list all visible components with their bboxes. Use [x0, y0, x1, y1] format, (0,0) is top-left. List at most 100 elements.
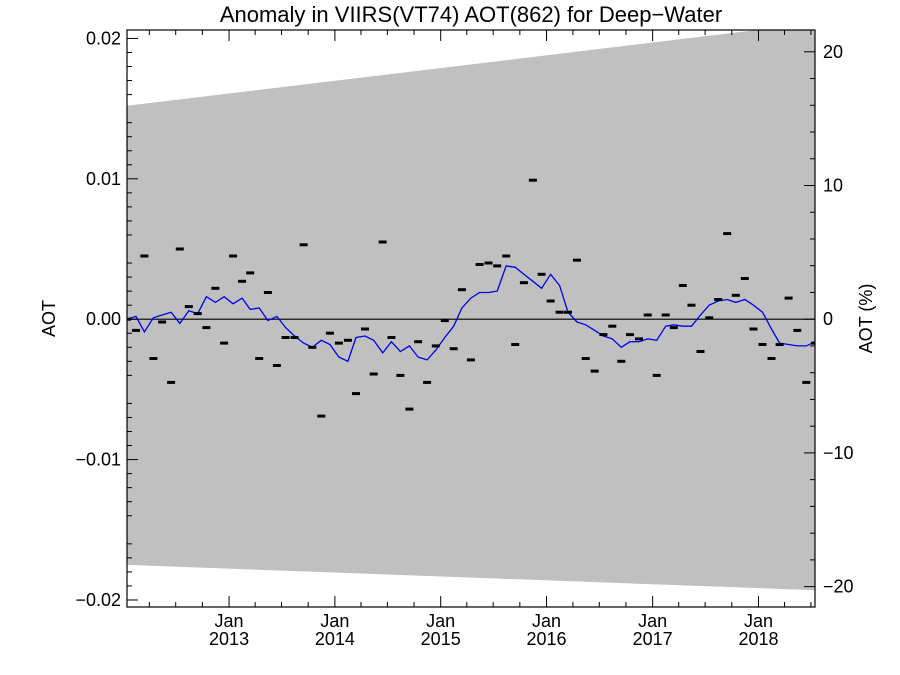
monthly-anomaly-marker	[229, 254, 238, 258]
x-tick-month-label: Jan	[215, 611, 244, 631]
y-right-tick-label: 10	[823, 175, 843, 195]
x-tick-year-label: 2015	[421, 629, 461, 649]
monthly-anomaly-marker	[272, 364, 281, 367]
monthly-anomaly-marker	[255, 357, 264, 360]
monthly-anomaly-marker	[784, 296, 793, 300]
monthly-anomaly-marker	[211, 286, 220, 290]
x-tick-year-label: 2017	[633, 629, 673, 649]
monthly-anomaly-marker	[440, 319, 449, 323]
monthly-anomaly-marker	[493, 264, 502, 268]
monthly-anomaly-marker	[343, 338, 352, 342]
x-tick-month-label: Jan	[320, 611, 349, 631]
monthly-anomaly-marker	[281, 336, 290, 339]
monthly-anomaly-marker	[193, 312, 202, 316]
monthly-anomaly-marker	[581, 357, 590, 360]
y-right-axis-title: AOT (%)	[856, 284, 876, 354]
y-tick-label: 0.02	[86, 28, 121, 48]
x-tick-year-label: 2013	[209, 629, 249, 649]
smoothed-line-layer	[127, 265, 815, 363]
monthly-anomaly-marker	[308, 345, 317, 349]
x-tick-month-label: Jan	[638, 611, 667, 631]
monthly-anomaly-marker	[149, 357, 158, 360]
monthly-anomaly-marker	[511, 343, 520, 346]
x-tick-year-label: 2016	[527, 629, 567, 649]
uncertainty-band	[127, 30, 815, 591]
monthly-anomaly-marker	[369, 372, 378, 376]
y-tick-label: 0.00	[86, 309, 121, 329]
monthly-anomaly-marker	[423, 380, 432, 384]
monthly-anomaly-marker	[696, 350, 705, 353]
x-tick-year-label: 2014	[315, 629, 355, 649]
monthly-anomaly-marker	[740, 277, 749, 280]
label-layer: 0.020.010.00−0.01−0.0220100−10−20Jan2013…	[39, 2, 876, 649]
monthly-anomaly-marker	[405, 407, 414, 411]
monthly-anomaly-marker	[564, 310, 572, 314]
monthly-anomaly-marker	[132, 328, 140, 332]
monthly-anomaly-marker	[158, 320, 167, 324]
monthly-anomaly-marker	[396, 373, 405, 377]
monthly-anomaly-marker	[352, 392, 360, 396]
y-axis-title: AOT	[39, 300, 59, 337]
plot-frame-layer	[126, 29, 816, 608]
monthly-anomaly-marker	[705, 316, 714, 320]
monthly-anomaly-marker	[767, 357, 776, 360]
y-tick-label: −0.02	[75, 590, 121, 610]
y-tick-label: −0.01	[75, 450, 121, 470]
monthly-anomaly-marker	[669, 326, 678, 330]
monthly-anomaly-marker	[290, 336, 299, 339]
tick-layer	[127, 30, 815, 607]
y-right-tick-label: 0	[823, 309, 833, 329]
monthly-anomaly-marker	[414, 340, 423, 344]
monthly-anomaly-marker	[299, 243, 308, 247]
monthly-anomaly-marker	[466, 358, 475, 362]
monthly-anomaly-marker	[617, 359, 626, 363]
monthly-anomaly-marker	[626, 333, 634, 337]
x-tick-month-label: Jan	[532, 611, 561, 631]
monthly-anomaly-marker	[678, 284, 687, 287]
monthly-anomaly-marker	[811, 341, 815, 345]
monthly-anomaly-marker	[475, 263, 484, 266]
smoothed-anomaly-line	[127, 265, 815, 363]
monthly-anomaly-marker	[361, 327, 369, 331]
y-tick-label: 0.01	[86, 169, 121, 189]
monthly-anomaly-marker	[387, 336, 396, 339]
monthly-anomaly-marker	[643, 313, 652, 317]
monthly-anomaly-marker	[599, 333, 608, 337]
monthly-marker-layer	[127, 178, 815, 418]
monthly-anomaly-marker	[238, 279, 247, 283]
monthly-anomaly-marker	[519, 281, 528, 285]
monthly-anomaly-marker	[775, 343, 784, 346]
monthly-anomaly-marker	[378, 240, 387, 244]
monthly-anomaly-marker	[573, 258, 581, 262]
monthly-anomaly-marker	[590, 369, 599, 373]
monthly-anomaly-marker	[263, 291, 272, 294]
plot-frame	[126, 29, 816, 608]
monthly-anomaly-marker	[687, 303, 696, 307]
x-tick-month-label: Jan	[744, 611, 773, 631]
monthly-anomaly-marker	[202, 326, 211, 330]
monthly-anomaly-marker	[793, 328, 802, 332]
chart-title: Anomaly in VIIRS(VT74) AOT(862) for Deep…	[220, 2, 722, 27]
monthly-anomaly-marker	[802, 380, 811, 384]
monthly-anomaly-marker	[325, 331, 334, 335]
y-right-tick-label: −10	[823, 443, 854, 463]
monthly-anomaly-marker	[246, 271, 255, 275]
monthly-anomaly-marker	[140, 254, 149, 258]
monthly-anomaly-marker	[184, 305, 193, 309]
monthly-anomaly-marker	[635, 337, 643, 341]
y-right-tick-label: 20	[823, 42, 843, 62]
monthly-anomaly-marker	[714, 298, 723, 301]
monthly-anomaly-marker	[317, 414, 326, 418]
monthly-anomaly-marker	[334, 341, 343, 345]
monthly-anomaly-marker	[749, 327, 758, 331]
monthly-anomaly-marker	[758, 343, 767, 346]
monthly-anomaly-marker	[723, 232, 732, 236]
monthly-anomaly-marker	[449, 347, 458, 351]
monthly-anomaly-marker	[528, 178, 537, 182]
monthly-anomaly-marker	[652, 373, 661, 377]
uncertainty-band-layer	[127, 30, 815, 591]
monthly-anomaly-marker	[431, 344, 440, 348]
monthly-anomaly-marker	[175, 247, 184, 251]
monthly-anomaly-marker	[608, 324, 617, 328]
